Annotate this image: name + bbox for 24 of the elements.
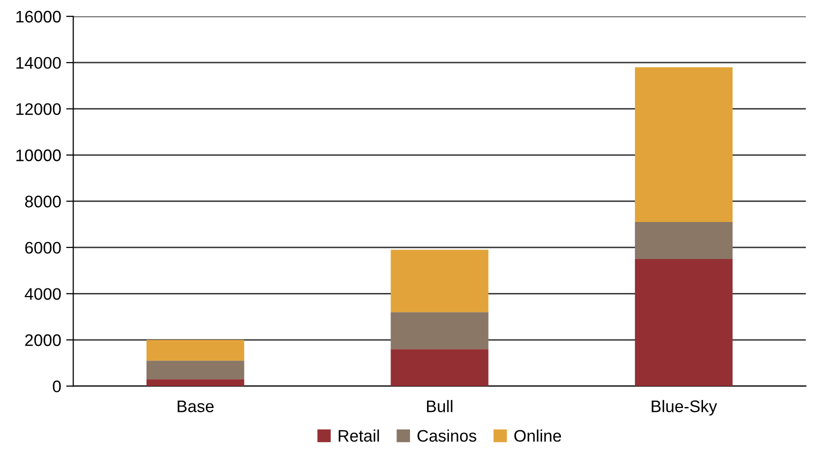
y-tick-label: 10000 bbox=[16, 149, 61, 162]
y-tick-label: 14000 bbox=[16, 56, 61, 69]
legend-label: Online bbox=[514, 430, 561, 442]
x-tick-label: Bull bbox=[427, 400, 452, 412]
x-tick-label: Base bbox=[178, 400, 214, 412]
bar bbox=[146, 379, 244, 386]
bar bbox=[390, 312, 488, 350]
bar bbox=[634, 259, 733, 386]
legend-label: Casinos bbox=[418, 430, 476, 442]
bar bbox=[390, 250, 488, 312]
y-tick-label: 6000 bbox=[25, 242, 61, 254]
bar bbox=[390, 349, 488, 386]
x-tick-label: Blue-Sky bbox=[652, 400, 718, 416]
bar bbox=[634, 222, 733, 260]
bar bbox=[634, 67, 733, 222]
y-tick-label: 16000 bbox=[16, 10, 61, 23]
bar bbox=[146, 340, 244, 361]
y-tick-label: 2000 bbox=[25, 334, 61, 346]
y-tick-label: 8000 bbox=[25, 196, 61, 208]
y-tick-label: 0 bbox=[52, 380, 61, 392]
y-tick-label: 4000 bbox=[24, 288, 61, 300]
y-tick-label: 12000 bbox=[16, 103, 61, 116]
legend-label: Retail bbox=[338, 430, 379, 442]
bar bbox=[146, 360, 244, 380]
